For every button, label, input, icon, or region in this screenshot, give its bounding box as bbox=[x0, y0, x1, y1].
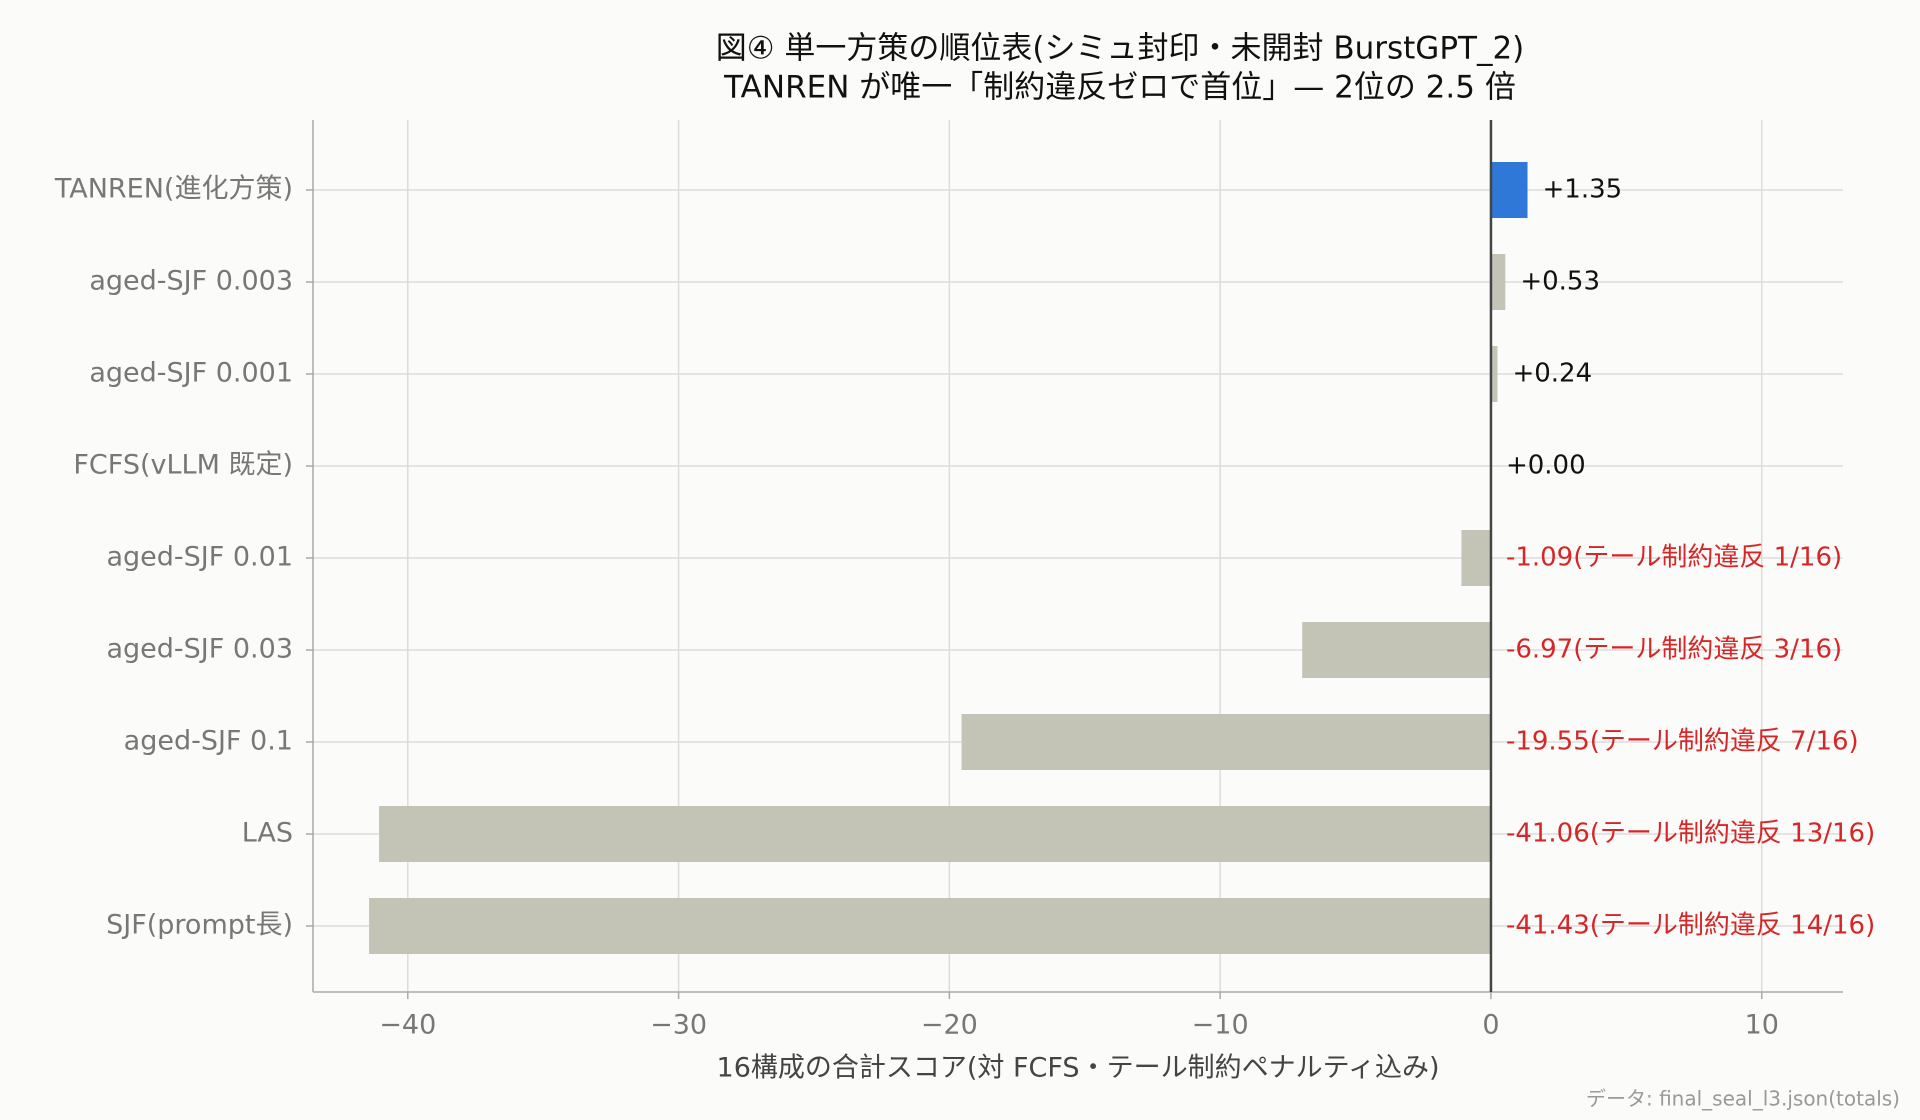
value-label: +0.53 bbox=[1520, 267, 1600, 297]
y-tick-label: aged-SJF 0.01 bbox=[106, 542, 293, 573]
bar bbox=[379, 806, 1491, 862]
value-label: -1.09(テール制約違反 1/16) bbox=[1506, 543, 1842, 573]
y-tick-label: SJF(prompt長) bbox=[106, 910, 293, 941]
bar bbox=[1461, 530, 1491, 586]
x-tick-label: 0 bbox=[1482, 1010, 1499, 1041]
bar bbox=[1490, 162, 1528, 218]
value-label: -41.43(テール制約違反 14/16) bbox=[1506, 911, 1875, 941]
y-tick-label: TANREN(進化方策) bbox=[54, 174, 293, 205]
chart-title: 図④ 単一方策の順位表(シミュ封印・未開封 BurstGPT_2) bbox=[716, 31, 1525, 67]
y-tick-label: aged-SJF 0.03 bbox=[106, 634, 293, 665]
bar bbox=[1302, 622, 1491, 678]
bar bbox=[1490, 254, 1506, 310]
value-label: -19.55(テール制約違反 7/16) bbox=[1506, 727, 1859, 757]
chart-subtitle: TANREN が唯一「制約違反ゼロで首位」— 2位の 2.5 倍 bbox=[723, 70, 1516, 106]
y-tick-label: aged-SJF 0.003 bbox=[89, 266, 293, 297]
x-tick-label: −30 bbox=[650, 1010, 707, 1041]
bar bbox=[369, 898, 1491, 954]
source-note: データ: final_seal_l3.json(totals) bbox=[1586, 1087, 1900, 1111]
bar bbox=[961, 714, 1491, 770]
x-tick-label: −40 bbox=[379, 1010, 436, 1041]
y-tick-label: aged-SJF 0.001 bbox=[89, 358, 293, 389]
x-tick-label: −20 bbox=[921, 1010, 978, 1041]
y-tick-label: LAS bbox=[242, 818, 293, 849]
bar bbox=[1490, 346, 1498, 402]
value-label: +0.00 bbox=[1506, 451, 1586, 481]
x-tick-label: −10 bbox=[1192, 1010, 1249, 1041]
value-label: -41.06(テール制約違反 13/16) bbox=[1506, 819, 1875, 849]
y-tick-label: aged-SJF 0.1 bbox=[124, 726, 293, 757]
value-label: +0.24 bbox=[1512, 359, 1592, 389]
x-axis-label: 16構成の合計スコア(対 FCFS・テール制約ペナルティ込み) bbox=[717, 1053, 1440, 1084]
value-label: -6.97(テール制約違反 3/16) bbox=[1506, 635, 1842, 665]
value-label: +1.35 bbox=[1543, 175, 1623, 205]
y-tick-label: FCFS(vLLM 既定) bbox=[73, 450, 293, 481]
x-tick-label: 10 bbox=[1745, 1010, 1779, 1041]
